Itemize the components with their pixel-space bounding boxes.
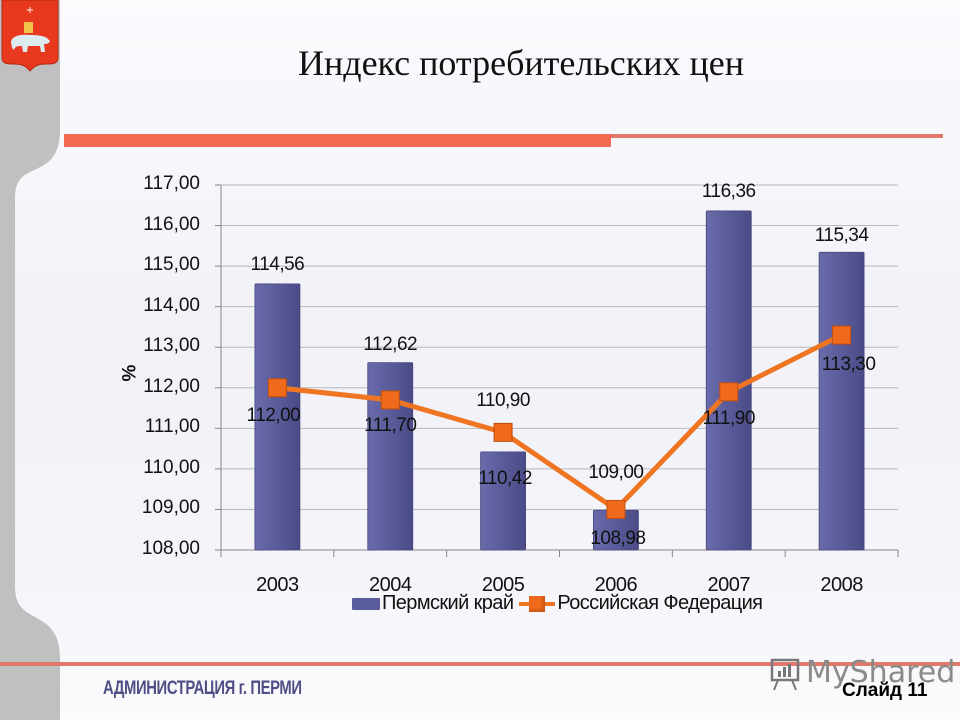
line-data-label: 111,90 bbox=[702, 408, 756, 429]
bar-data-label: 112,62 bbox=[363, 334, 418, 355]
bar-data-label: 114,56 bbox=[250, 254, 305, 275]
title-accent-line bbox=[611, 134, 943, 138]
line-data-label: 111,70 bbox=[364, 415, 417, 436]
y-tick-label: 117,00 bbox=[143, 173, 200, 194]
x-tick-label: 2006 bbox=[594, 574, 638, 596]
x-tick-label: 2003 bbox=[256, 574, 299, 596]
bar-data-label: 115,34 bbox=[814, 225, 869, 246]
title-accent-bar bbox=[64, 134, 611, 147]
watermark-text: MyShared bbox=[806, 655, 956, 690]
footer-organization: АДМИНИСТРАЦИЯ г. ПЕРМИ bbox=[103, 678, 302, 699]
y-tick-label: 108,00 bbox=[141, 538, 200, 559]
y-tick-label: 112,00 bbox=[143, 375, 200, 397]
presentation-board-icon bbox=[770, 658, 800, 690]
legend-item-russia: Российская Федерация bbox=[513, 592, 763, 615]
line-data-label: 113,30 bbox=[821, 354, 876, 375]
line-marker-2006 bbox=[606, 499, 626, 519]
y-tick-label: 116,00 bbox=[143, 213, 200, 235]
y-tick-label: 109,00 bbox=[141, 497, 200, 519]
line-data-label: 110,90 bbox=[476, 390, 530, 411]
legend-label: Российская Федерация bbox=[557, 592, 763, 614]
y-tick-label: 114,00 bbox=[143, 294, 200, 316]
y-tick-label: 115,00 bbox=[143, 254, 200, 276]
bar-data-label: 110,42 bbox=[478, 468, 532, 489]
svg-text:+: + bbox=[26, 5, 34, 16]
y-tick-label: 110,00 bbox=[143, 456, 200, 478]
page-title: Индекс потребительских цен bbox=[298, 43, 744, 83]
line-marker-swatch-icon bbox=[519, 595, 556, 612]
x-tick-label: 2007 bbox=[707, 574, 751, 596]
bar-2003 bbox=[254, 283, 301, 551]
legend-label: Пермский край bbox=[382, 592, 514, 614]
line-marker-2008 bbox=[832, 325, 852, 345]
bar-2007 bbox=[705, 210, 752, 551]
x-tick-label: 2004 bbox=[369, 574, 412, 596]
slide-number: Слайд 11 bbox=[842, 680, 928, 701]
watermark: MyShared bbox=[768, 655, 955, 692]
bar-2004 bbox=[367, 362, 414, 551]
line-data-label: 112,00 bbox=[246, 405, 301, 426]
line-marker-2004 bbox=[380, 390, 400, 410]
bar-swatch-icon bbox=[352, 597, 380, 610]
legend-item-perm: Пермский край bbox=[352, 592, 514, 615]
sidebar-decoration bbox=[0, 0, 60, 720]
perm-coat-of-arms-icon: + bbox=[1, 0, 59, 72]
line-data-label: 109,00 bbox=[588, 462, 644, 483]
x-tick-label: 2005 bbox=[481, 574, 525, 596]
y-tick-label: 113,00 bbox=[143, 335, 200, 357]
x-tick-label: 2008 bbox=[820, 574, 863, 596]
bar-2005 bbox=[480, 451, 526, 551]
line-marker-2007 bbox=[719, 382, 739, 402]
footer-divider bbox=[0, 662, 960, 666]
bar-2008 bbox=[818, 251, 865, 551]
bar-data-label: 116,36 bbox=[701, 181, 756, 202]
chart-legend: Пермский край Российская Федерация bbox=[352, 592, 763, 615]
bar-data-label: 108,98 bbox=[590, 528, 646, 549]
y-tick-label: 111,00 bbox=[144, 416, 200, 438]
line-marker-2005 bbox=[493, 422, 513, 442]
line-marker-2003 bbox=[267, 378, 287, 398]
